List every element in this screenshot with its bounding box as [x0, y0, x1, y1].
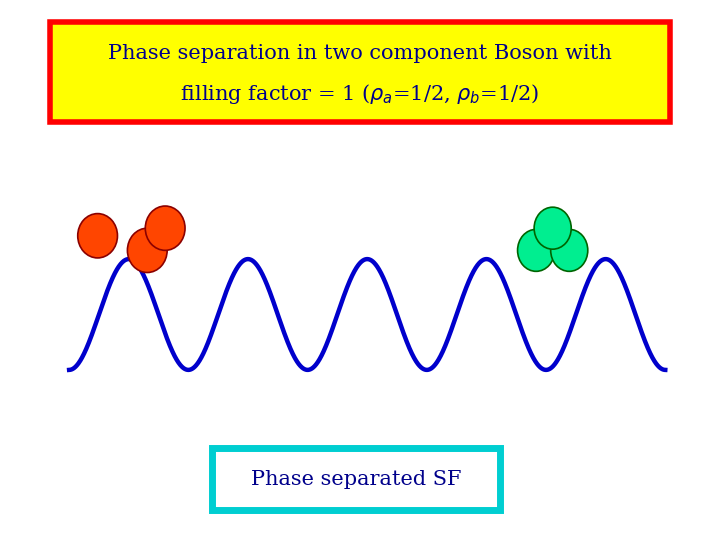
- Text: Phase separated SF: Phase separated SF: [251, 470, 462, 489]
- Ellipse shape: [78, 214, 117, 258]
- FancyBboxPatch shape: [50, 22, 670, 122]
- Ellipse shape: [534, 207, 571, 249]
- Text: filling factor = 1 ($\rho_a$=1/2, $\rho_b$=1/2): filling factor = 1 ($\rho_a$=1/2, $\rho_…: [180, 82, 540, 105]
- Ellipse shape: [518, 230, 554, 271]
- Ellipse shape: [145, 206, 185, 251]
- Ellipse shape: [127, 228, 167, 273]
- Text: Phase separation in two component Boson with: Phase separation in two component Boson …: [108, 44, 612, 63]
- FancyBboxPatch shape: [212, 448, 500, 510]
- Ellipse shape: [551, 230, 588, 271]
